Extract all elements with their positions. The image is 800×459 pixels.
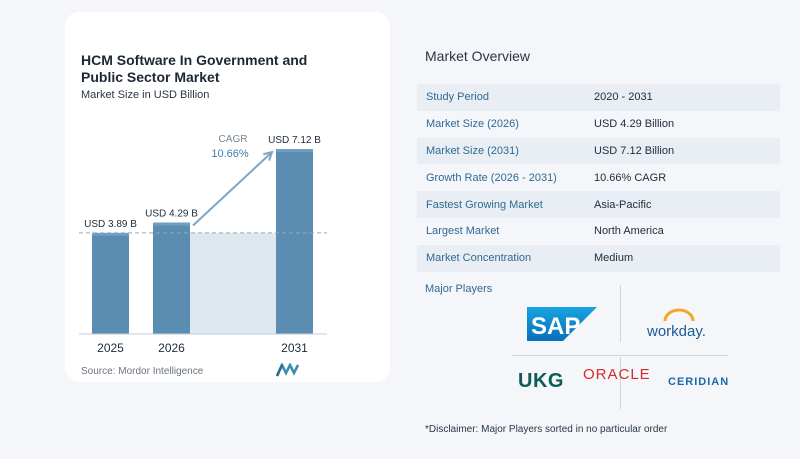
bar-2025 <box>92 232 129 334</box>
ceridian-logo: CERIDIAN <box>668 376 730 388</box>
bar-2026 <box>153 222 190 334</box>
overview-row-label: Market Size (2031) <box>417 137 594 165</box>
x-tick-label: 2031 <box>281 341 308 355</box>
overview-row-value: 10.66% CAGR <box>594 171 667 184</box>
overview-row-value: Asia-Pacific <box>594 191 780 218</box>
bar-top-2025 <box>92 232 129 236</box>
overview-row: Study Period 2020 - 2031 <box>417 84 780 111</box>
overview-row: Market Size (2031) USD 7.12 Billion <box>417 137 780 165</box>
cagr-value: 10.66% <box>211 148 249 160</box>
workday-logo-text: workday. <box>646 323 706 340</box>
market-overview-table: Study Period 2020 - 2031 Market Size (2026… <box>417 84 780 272</box>
overview-row-value: USD 4.29 Billion <box>594 118 675 131</box>
overview-row: Fastest Growing Market Asia-Pacific <box>417 191 780 218</box>
value-label-2031: USD 7.12 B <box>268 135 321 146</box>
x-tick-label: 2025 <box>97 341 124 355</box>
overview-row: Market Concentration Medium <box>417 244 780 272</box>
growth-shade-region <box>190 232 276 334</box>
chart-card: HCM Software In Government and Public Se… <box>65 12 390 382</box>
market-overview-title: Market Overview <box>425 48 531 64</box>
major-players-label: Major Players <box>425 283 493 295</box>
overview-row-value: Medium <box>594 244 780 272</box>
disclaimer-text: *Disclaimer: Major Players sorted in no … <box>425 424 668 435</box>
chart-title: HCM Software In Government and Public Se… <box>81 52 308 85</box>
overview-row-value: USD 7.12 Billion <box>594 137 780 165</box>
x-tick-label: 2026 <box>158 341 185 355</box>
overview-row-value: 2020 - 2031 <box>594 84 780 111</box>
mordor-logo-icon <box>276 363 300 377</box>
bar-top-2026 <box>153 222 190 226</box>
ukg-logo: UKG <box>518 370 564 392</box>
overview-row-label: Fastest Growing Market <box>417 191 594 218</box>
cagr-arrow-head-icon <box>263 150 274 161</box>
chart-source: Source: Mordor Intelligence <box>81 366 204 377</box>
sap-logo-text: SAP <box>531 313 580 340</box>
overview-row: Growth Rate (2026 - 2031) 10.66% CAGR <box>417 164 780 191</box>
workday-logo: workday. <box>645 308 715 342</box>
overview-row: Largest Market North America <box>417 218 780 245</box>
value-label-2025: USD 3.89 B <box>84 219 137 230</box>
overview-row-label: Market Concentration <box>417 244 594 272</box>
overview-row-label: Largest Market <box>426 225 500 238</box>
logo-divider <box>620 357 621 409</box>
sap-logo: SAP <box>527 307 597 341</box>
logo-divider <box>512 355 728 356</box>
overview-row-label: Growth Rate (2026 - 2031) <box>426 171 557 184</box>
bar-top-2031 <box>276 149 313 152</box>
overview-row-value: North America <box>594 225 664 238</box>
overview-row: Market Size (2026) USD 4.29 Billion <box>417 111 780 138</box>
overview-row-label: Market Size (2026) <box>426 118 519 131</box>
value-label-2026: USD 4.29 B <box>145 209 198 220</box>
bar-2031 <box>276 149 313 334</box>
logo-divider <box>620 285 621 342</box>
overview-row-label: Study Period <box>417 84 594 111</box>
chart-subtitle: Market Size in USD Billion <box>81 89 210 101</box>
bar-chart: USD 3.89 B USD 4.29 B USD 7.12 B 2025 2026 20… <box>79 134 327 355</box>
oracle-logo: ORACLE <box>583 366 651 383</box>
cagr-label: CAGR <box>219 134 248 145</box>
cagr-arrow-line <box>192 151 273 227</box>
